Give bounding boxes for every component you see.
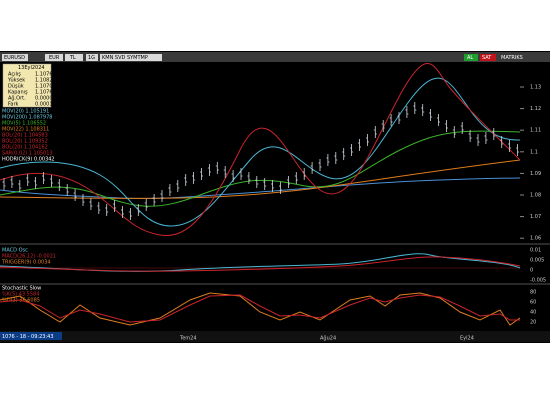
tools-button[interactable]: KMN SVD SYMTMP [102,55,148,61]
info-value: 1.1070 [35,84,53,90]
date-labels: Tem24 Ağu24 Eyl24 [179,335,474,342]
toolbar [0,52,550,62]
button[interactable] [100,54,162,61]
info-label: Açılış [8,72,21,78]
stoch-d [0,294,520,323]
indicator-label: HODRICK(9) 0.00342 [2,157,55,163]
buy-label[interactable]: AL [467,55,473,61]
symbol[interactable]: EURUSD [4,55,25,61]
indicator-label: BOL(20) 1.109352 [2,139,48,145]
sell-button[interactable] [480,54,496,61]
info-date: 13Eyl2024 [18,65,45,71]
macd-axis: 0.01 0.005 0 -0.005 [530,248,546,284]
main-plot [0,63,521,237]
indicator-label: MOV(5) 1.106552 [2,121,46,127]
indicator-label: MOV(20) 1.105191 [2,109,49,115]
info-box [2,63,52,108]
indicator-label: MOV(200) 1.087978 [2,115,52,121]
price-label: 1.07 [530,214,541,220]
currency-button[interactable]: TL [69,55,76,61]
date-label: Eyl24 [460,336,474,342]
stoch-axis-label: 60 [530,300,536,306]
info-value: 1.1082 [35,78,53,84]
symbol-box[interactable] [2,54,28,61]
macd-axis-label: -0.005 [530,278,546,284]
date-label: Ağu24 [320,335,336,342]
button[interactable] [86,54,98,61]
stoch-axis: 80 60 40 20 [530,290,536,326]
price-label: 1.13 [530,85,541,91]
date-label: Tem24 [179,336,197,342]
indicator-label: MOV(22) 1.108311 [2,127,49,133]
price-label: 1.06 [530,236,541,242]
price-axis: 1.13 1.12 1.11 1.1 1.09 1.08 1.07 1.06 [520,85,541,242]
button[interactable] [45,54,63,61]
macd-axis-label: 0.01 [530,248,541,254]
date-bar [0,331,550,342]
panel-title: Stochastic Slow [2,286,41,292]
brand: MATRIKS [501,55,523,61]
chart-window [0,51,550,343]
stoch-label: %K(5) 43.5584 [2,292,39,298]
macd-label: TRIGGER(9) 0.0034 [1,260,51,266]
period-button[interactable]: 1G [88,55,95,61]
sell-label[interactable]: SAT [482,55,492,61]
band-line [0,63,521,237]
indicator-label: BOL(20) 1.104162 [2,145,48,151]
status: 1076 - 18 - 09:23:43 [2,334,54,340]
info-value: 0.0001 [35,102,53,108]
macd-label: MACD(26,12) -0.0021 [2,254,56,260]
price-label: 1.09 [530,171,541,177]
panel-title: MACD Osc [2,248,28,254]
info-label: Düşük [8,84,24,90]
price-label: 1.11 [530,128,541,134]
price-label: 1.08 [530,193,541,199]
trigger-line [0,256,521,272]
price-label: 1.1 [530,149,538,155]
indicator-label: BOL(20) 1.104583 [2,133,48,139]
stoch-axis-label: 80 [530,290,536,296]
long-average [0,177,521,200]
status-box [0,332,62,340]
info-rows: Açılış 1.1076 Yüksek 1.1082 Düşük 1.1070 Kapan… [7,72,53,108]
stoch-axis-label: 20 [530,320,536,326]
info-value: 1.1076 [35,72,53,78]
button[interactable] [65,54,83,61]
price-bars [2,102,519,220]
info-label: Fark [8,102,19,108]
macd-axis-label: 0 [530,268,533,274]
info-label: Yüksek [7,78,25,84]
info-label: Ağ.Ort. [8,95,26,102]
currency-button[interactable]: EUR [49,55,60,61]
average-line [0,159,521,199]
indicator-label: SAR(0.02) 1.105013 [2,151,53,157]
buy-button[interactable] [464,54,478,61]
info-value: 0.0000 [35,96,53,102]
info-label: Kapanış [8,90,28,96]
stoch-axis-label: 40 [530,310,536,316]
average-line [0,130,521,207]
info-value: 1.1076 [35,90,53,96]
price-label: 1.12 [530,106,541,112]
macd-axis-label: 0.005 [530,258,544,264]
